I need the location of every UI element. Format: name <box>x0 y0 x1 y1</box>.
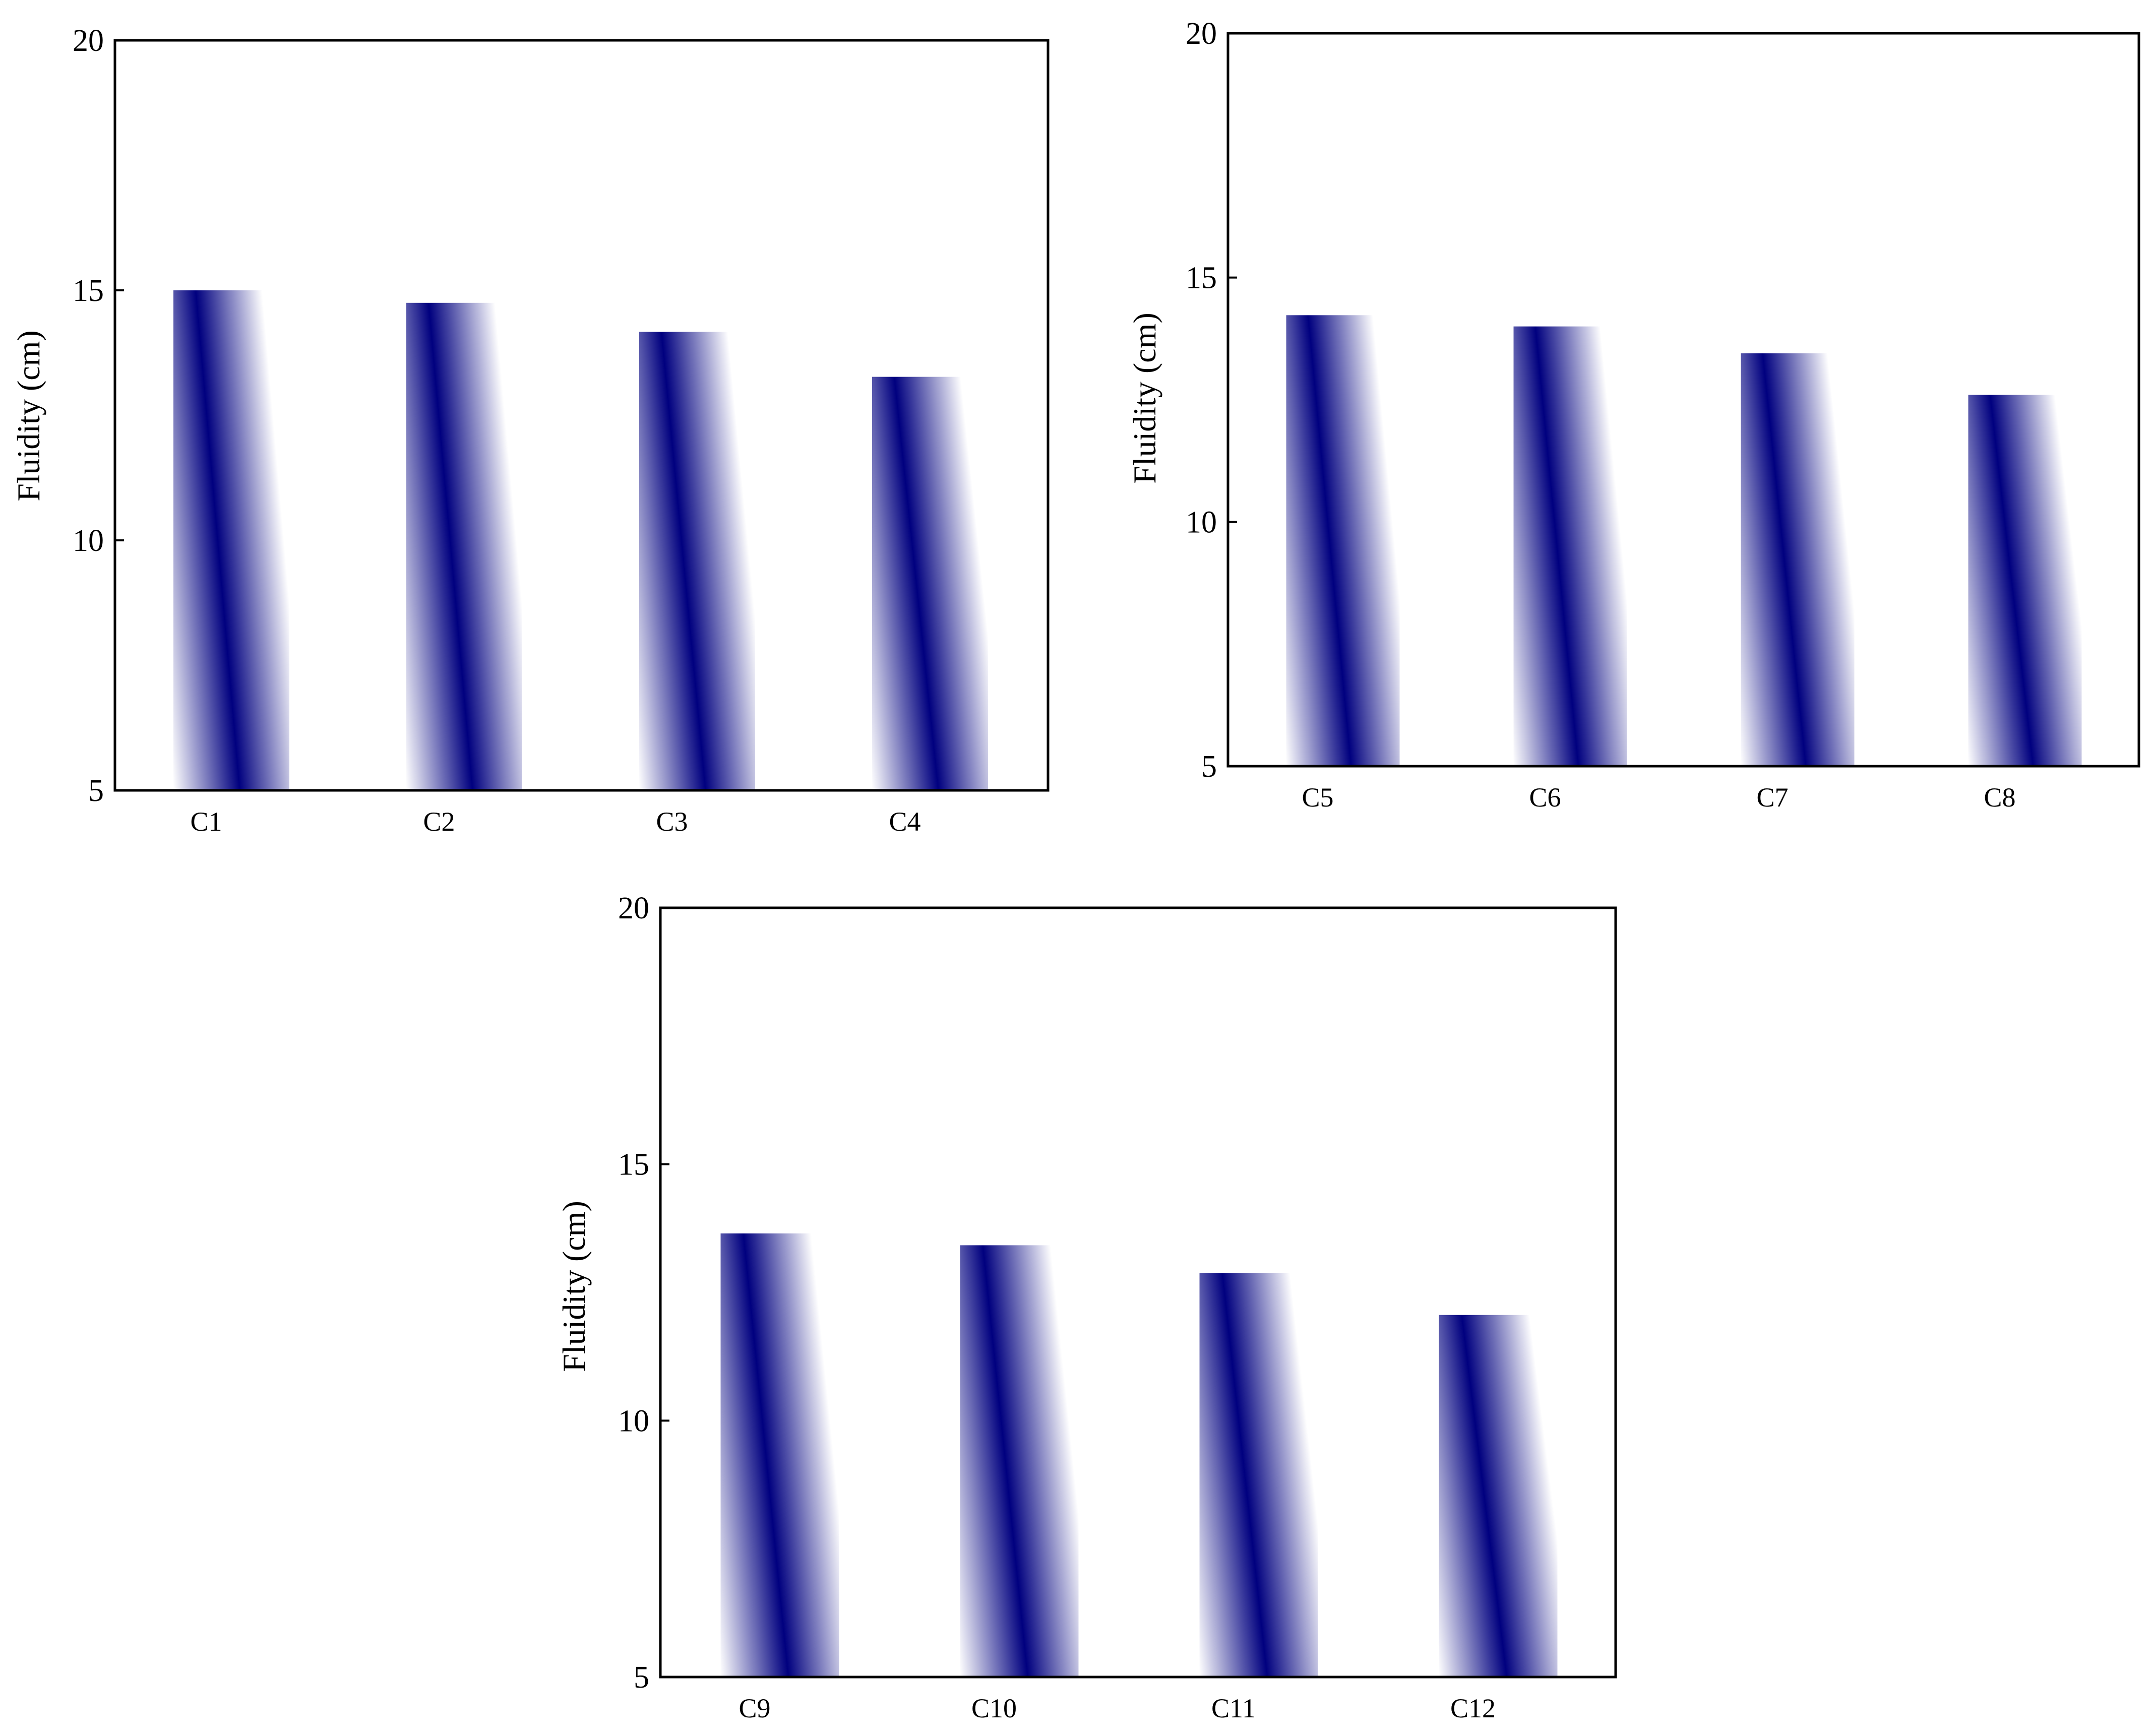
y-axis-label: Fluidity (cm) <box>1127 313 1162 484</box>
y-tick-label: 5 <box>88 774 104 808</box>
y-axis-label: Fluidity (cm) <box>556 1201 592 1372</box>
bar-c3 <box>639 332 755 790</box>
bar-c12 <box>1439 1315 1558 1677</box>
bar-c4 <box>872 377 988 790</box>
bar-c10 <box>960 1245 1079 1677</box>
x-tick-label: C9 <box>739 1693 770 1723</box>
y-tick-label: 20 <box>618 891 649 925</box>
y-tick-label: 15 <box>1186 261 1217 295</box>
chart-panel-3: Fluidity (cm) 5 10 15 20 C9 C10 C11 C12 <box>556 891 1617 1723</box>
plot-frame <box>113 39 1050 792</box>
y-tick-label: 15 <box>618 1148 649 1182</box>
chart-panel-1: Fluidity (cm) 5 10 15 20 C1 C2 C3 C4 <box>11 24 1050 837</box>
y-tick-label: 10 <box>618 1404 649 1438</box>
bar-c9 <box>720 1233 839 1677</box>
bar-c7 <box>1741 353 1855 766</box>
bar-c8 <box>1968 395 2082 766</box>
bar-c1 <box>173 290 289 790</box>
y-tick-label: 20 <box>73 24 104 58</box>
x-tick-label: C8 <box>1984 782 2015 813</box>
bar-c5 <box>1286 315 1400 766</box>
x-tick-label: C4 <box>889 807 920 837</box>
x-tick-label: C1 <box>190 807 222 837</box>
y-axis-label: Fluidity (cm) <box>11 330 46 502</box>
plot-frame <box>659 906 1617 1679</box>
x-tick-label: C3 <box>656 807 688 837</box>
plot-frame <box>1226 32 2140 768</box>
bar-c6 <box>1513 326 1627 766</box>
bar-c11 <box>1199 1273 1318 1677</box>
y-tick-label: 10 <box>73 524 104 558</box>
y-tick-label: 5 <box>1201 750 1217 784</box>
y-tick-label: 20 <box>1186 17 1217 51</box>
y-tick-label: 5 <box>634 1660 649 1695</box>
x-tick-label: C10 <box>971 1693 1017 1723</box>
bar-c2 <box>406 302 522 790</box>
x-tick-label: C2 <box>423 807 455 837</box>
y-tick-label: 15 <box>73 274 104 308</box>
x-tick-label: C11 <box>1211 1693 1256 1723</box>
chart-panel-2: Fluidity (cm) 5 10 15 20 C5 C6 C7 C8 <box>1127 17 2140 813</box>
y-tick-label: 10 <box>1186 505 1217 539</box>
x-tick-label: C12 <box>1450 1693 1496 1723</box>
x-tick-label: C6 <box>1529 782 1561 813</box>
x-tick-label: C7 <box>1756 782 1788 813</box>
x-tick-label: C5 <box>1302 782 1333 813</box>
